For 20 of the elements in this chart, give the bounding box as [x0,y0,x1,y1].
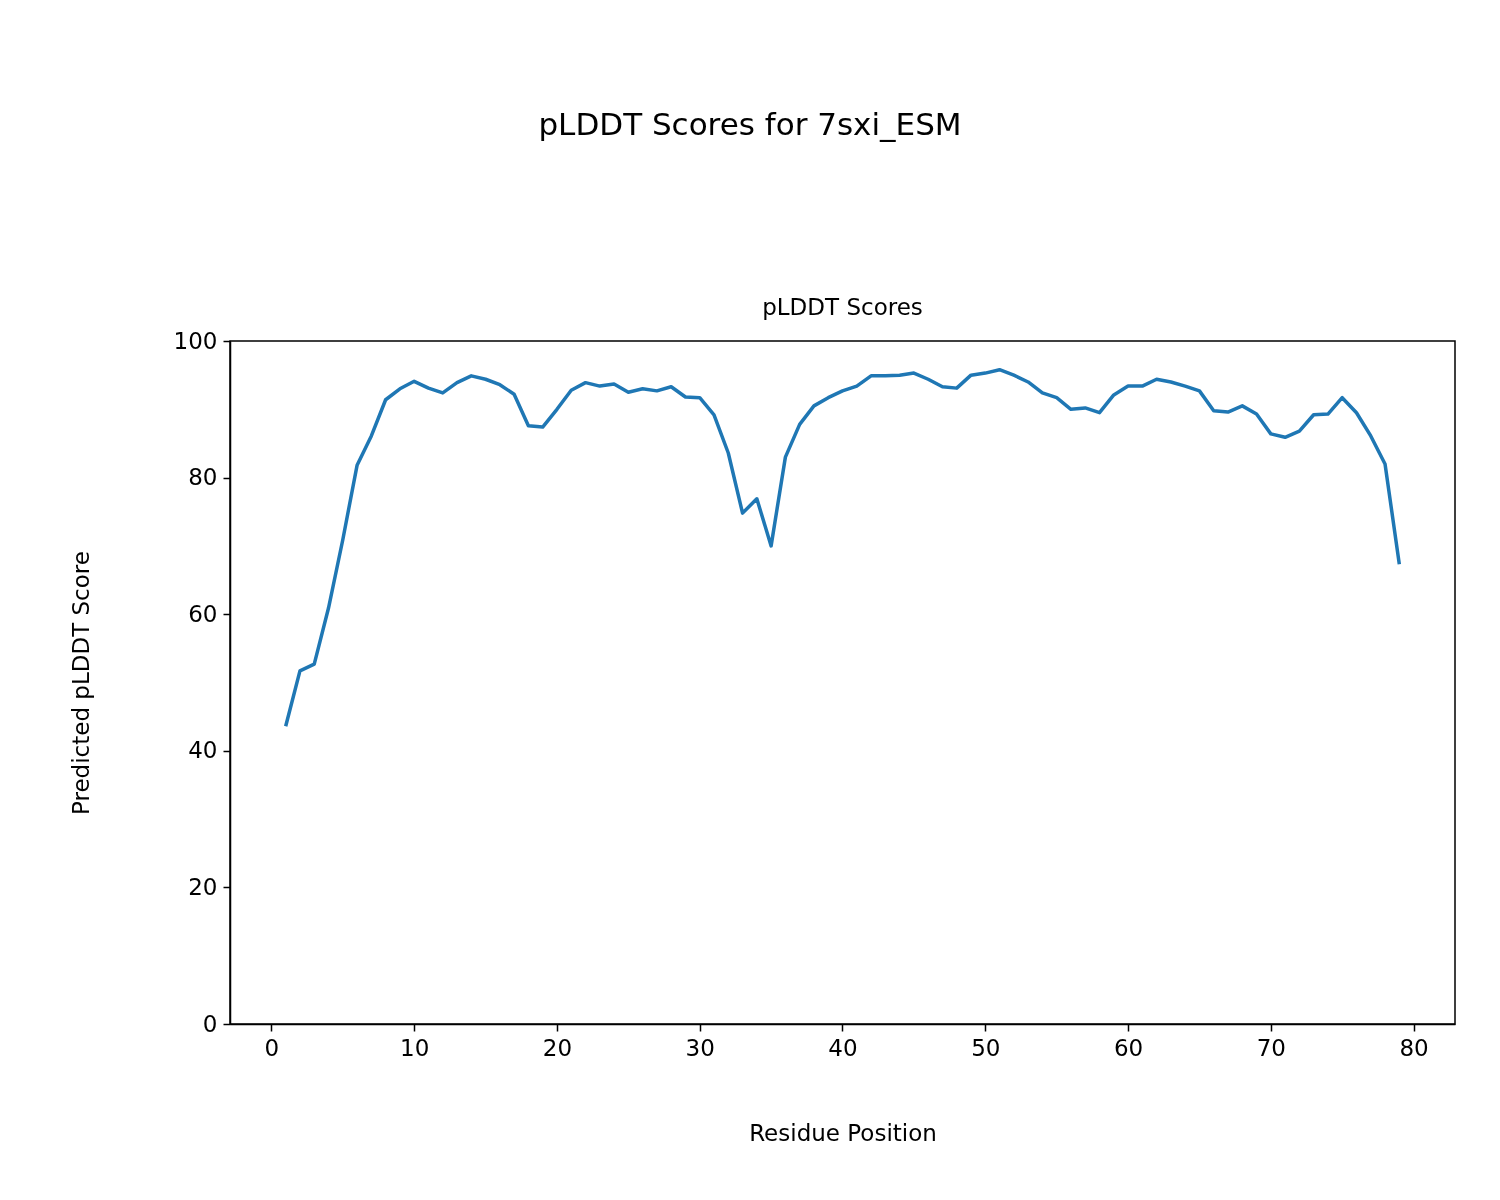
x-tick-label: 20 [542,1034,573,1061]
y-tick-label: 20 [188,873,218,900]
y-tick-label: 100 [173,327,218,354]
y-tick-label: 40 [188,737,218,764]
x-tick-label: 50 [971,1034,1001,1061]
chart-subtitle: pLDDT Scores [762,294,923,320]
y-tick-label: 0 [202,1010,218,1037]
y-axis-title: Predicted pLDDT Score [67,551,94,815]
x-tick-label: 0 [264,1034,280,1061]
y-tick-label: 80 [188,464,218,491]
x-tick-label: 60 [1113,1034,1144,1061]
x-tick-label: 70 [1256,1034,1286,1061]
x-tick-label: 10 [400,1034,430,1061]
x-tick-label: 30 [685,1034,715,1061]
line-series [283,367,1402,728]
y-tick-label: 60 [188,600,218,627]
x-tick-label: 40 [828,1034,858,1061]
chart-title: pLDDT Scores for 7sxi_ESM [538,106,962,142]
x-tick-label: 80 [1399,1034,1429,1061]
x-axis-title: Residue Position [749,1119,937,1146]
